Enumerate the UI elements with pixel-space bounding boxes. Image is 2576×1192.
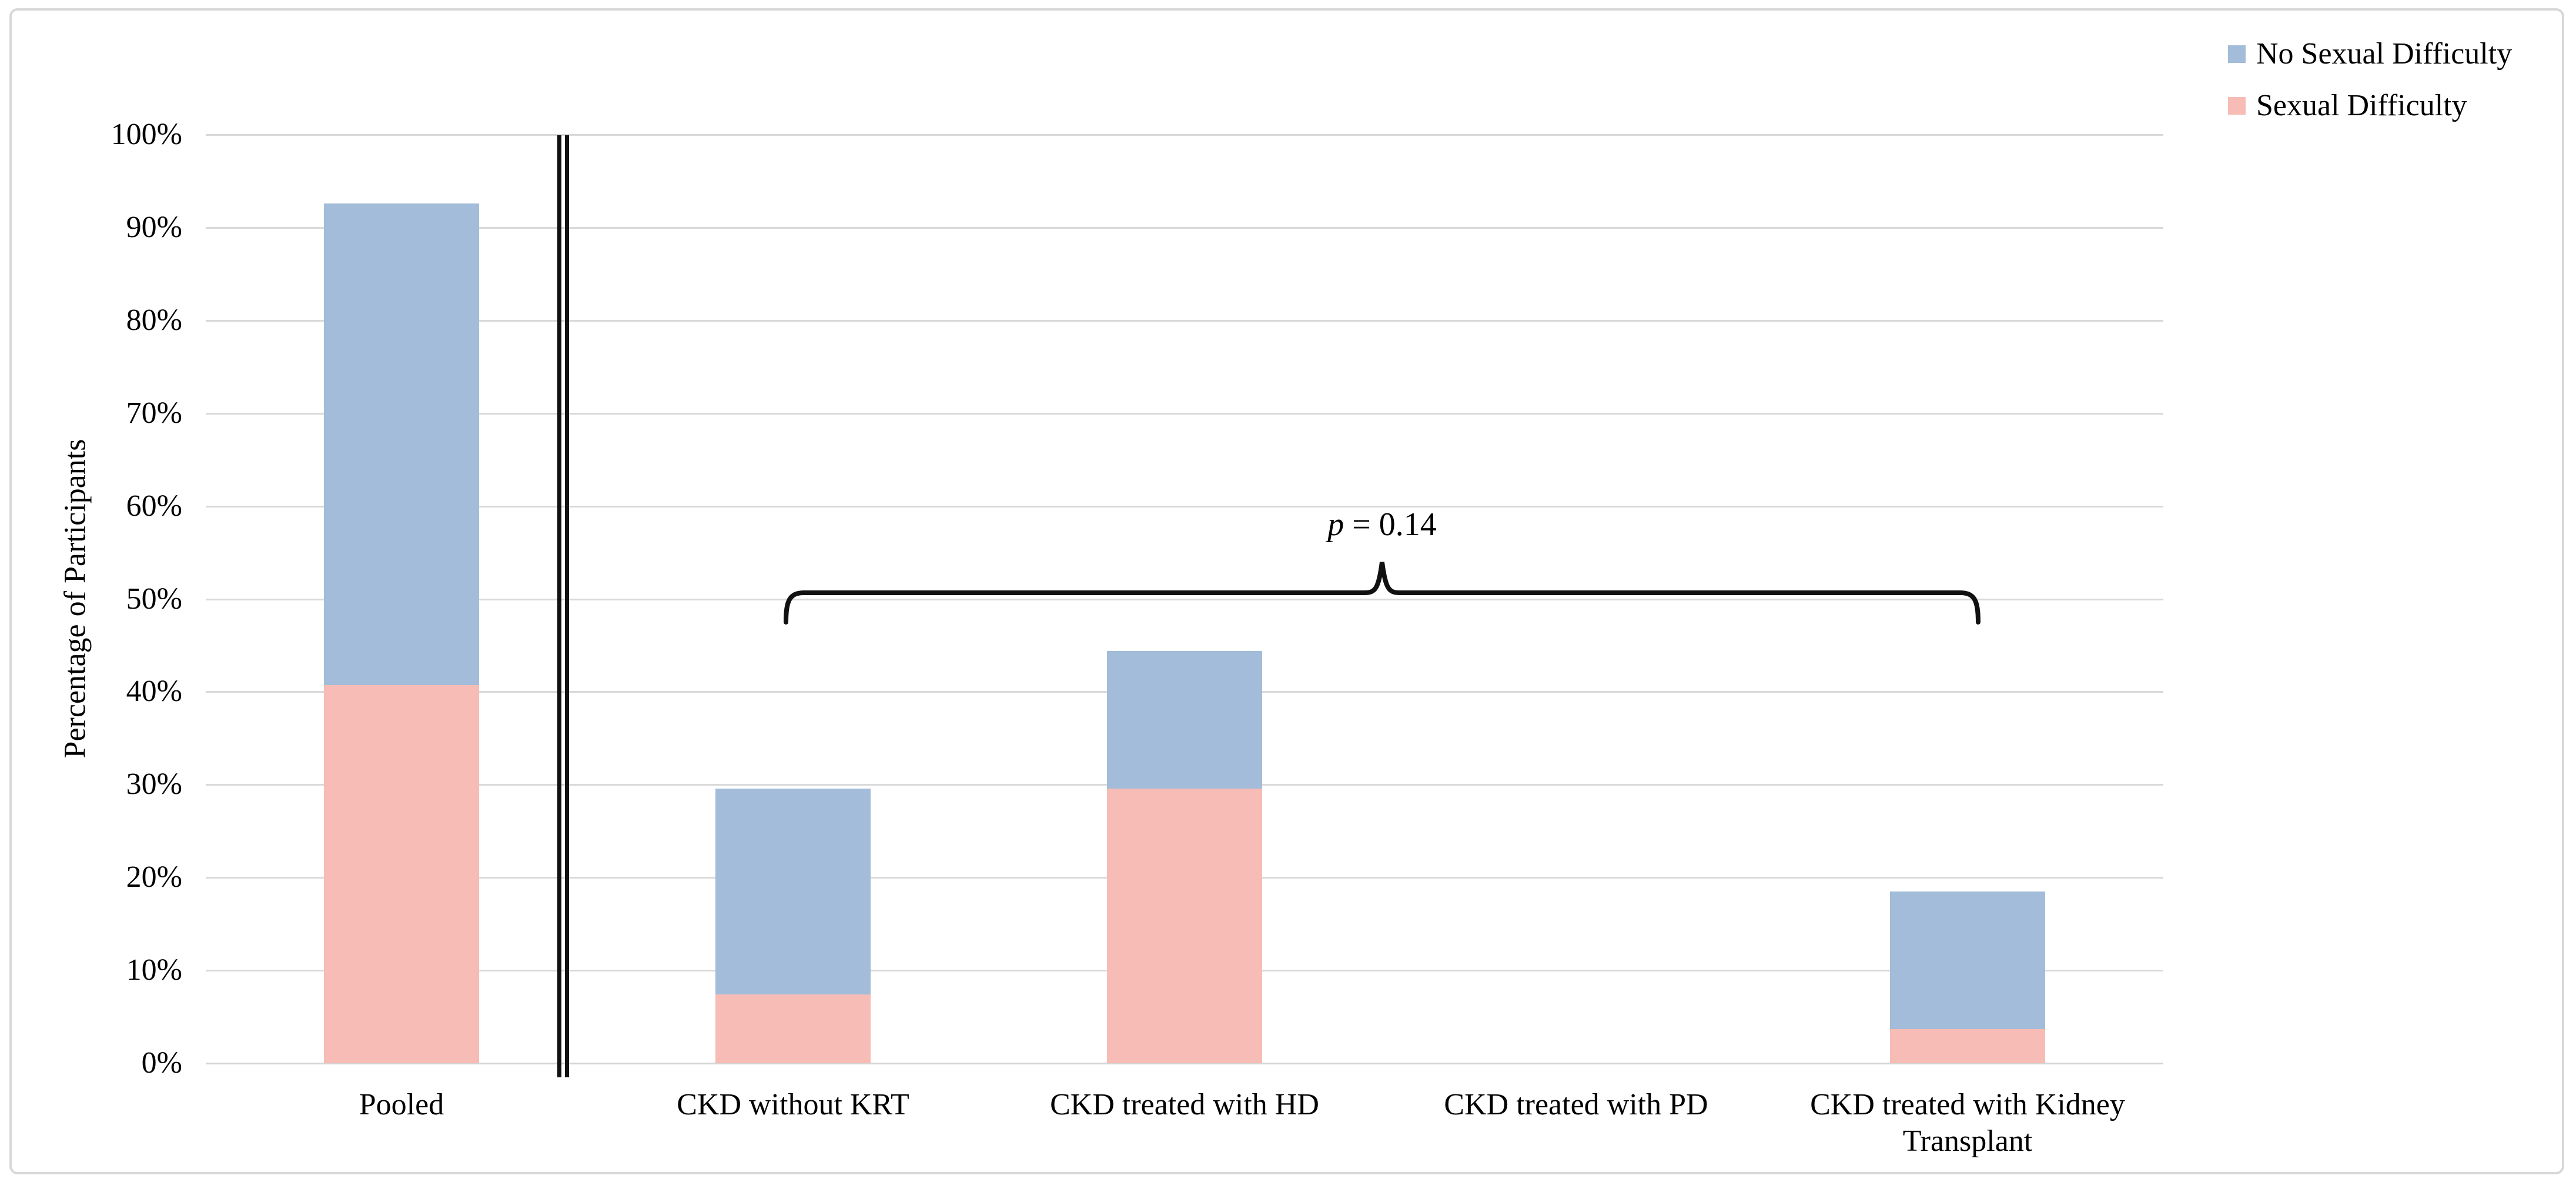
legend-label: Sexual Difficulty xyxy=(2256,89,2467,122)
x-category-label: Pooled xyxy=(359,1088,444,1121)
p-value-annotation: p = 0.14 xyxy=(1327,506,1437,543)
bar-segment xyxy=(715,788,871,995)
x-category-label: CKD treated with HD xyxy=(1050,1088,1319,1121)
gridline-80% xyxy=(206,319,2163,322)
legend-label: No Sexual Difficulty xyxy=(2256,37,2513,71)
legend-swatch-icon xyxy=(2228,97,2246,115)
y-tick-label: 20% xyxy=(126,860,182,894)
bar-segment xyxy=(1890,891,2045,1029)
gridline-50% xyxy=(206,598,2163,600)
p-value-text: = 0.14 xyxy=(1344,506,1437,543)
bar-segment xyxy=(1107,788,1262,1063)
x-category-label: CKD treated with PD xyxy=(1444,1088,1708,1121)
y-tick-label: 80% xyxy=(126,303,182,337)
bar-segment xyxy=(324,203,479,686)
gridline-90% xyxy=(206,226,2163,229)
y-tick-label: 10% xyxy=(126,953,182,987)
y-axis-title: Percentage of Participants xyxy=(58,439,92,759)
bar-segment xyxy=(715,994,871,1063)
y-tick-label: 90% xyxy=(126,210,182,244)
y-tick-label: 70% xyxy=(126,396,182,430)
bar-segment xyxy=(1107,650,1262,789)
y-tick-label: 60% xyxy=(126,489,182,523)
gridline-70% xyxy=(206,412,2163,415)
y-tick-label: 30% xyxy=(126,767,182,802)
legend-swatch-icon xyxy=(2228,45,2246,63)
legend-item: No Sexual Difficulty xyxy=(2228,38,2512,71)
y-tick-label: 100% xyxy=(111,118,182,151)
gridline-100% xyxy=(206,134,2163,136)
x-category-label: CKD without KRT xyxy=(677,1088,909,1121)
x-category-label: CKD treated with Kidney Transplant xyxy=(1810,1088,2125,1158)
y-tick-label: 0% xyxy=(141,1046,182,1080)
axis-break-line-right xyxy=(565,135,569,1077)
y-tick-label: 50% xyxy=(126,582,182,616)
legend-item: Sexual Difficulty xyxy=(2228,89,2467,122)
y-tick-label: 40% xyxy=(126,675,182,709)
p-symbol: p xyxy=(1327,506,1344,543)
gridline-60% xyxy=(206,505,2163,507)
gridline-0% xyxy=(206,1063,2163,1064)
axis-break-line-left xyxy=(557,135,561,1077)
bar-segment xyxy=(324,685,479,1063)
bar-segment xyxy=(1890,1029,2045,1063)
